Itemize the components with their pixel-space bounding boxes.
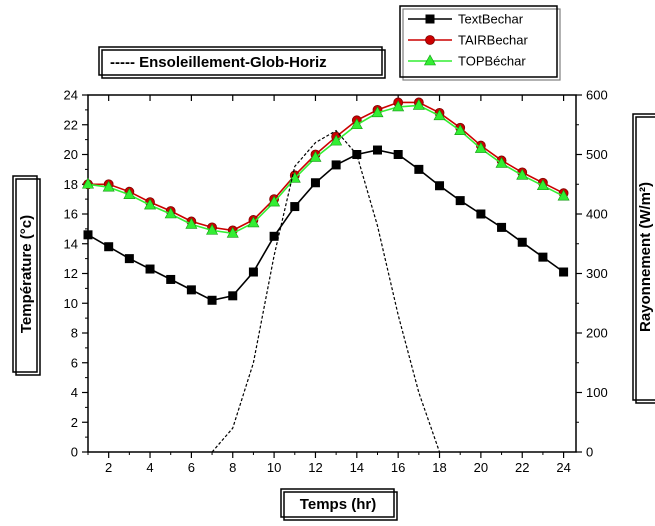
data-point (518, 238, 526, 246)
y-left-tick-label: 16 (64, 207, 78, 222)
series-textbechar (84, 146, 568, 304)
y-left-tick-label: 24 (64, 88, 78, 103)
data-point (146, 265, 154, 273)
data-point (187, 286, 195, 294)
data-point (373, 146, 381, 154)
y-left-tick-label: 6 (71, 355, 78, 370)
y-left-tick-label: 4 (71, 385, 78, 400)
data-point (291, 203, 299, 211)
y-right-tick-label: 300 (586, 266, 608, 281)
data-point (436, 182, 444, 190)
y-right-axis-label: Rayonnement (W/m²) (637, 182, 654, 332)
radiation-legend: ----- Ensoleillement-Glob-Horiz (99, 47, 385, 78)
data-point (229, 292, 237, 300)
legend-label: TOPBéchar (458, 54, 526, 69)
y-right-tick-label: 200 (586, 326, 608, 341)
y-left-axis-label: Température (°c) (18, 215, 35, 333)
y-right-title: Rayonnement (W/m²) (633, 114, 655, 403)
data-point (456, 197, 464, 205)
y-right-tick-label: 100 (586, 385, 608, 400)
y-right-tick-label: 600 (586, 88, 608, 103)
series-ensoleillement-glob-horiz (212, 131, 439, 452)
y-right-tick-label: 500 (586, 147, 608, 162)
data-point (167, 275, 175, 283)
series-line (212, 131, 439, 452)
x-tick-label: 4 (146, 460, 153, 475)
y-left-tick-label: 22 (64, 117, 78, 132)
x-tick-label: 18 (432, 460, 446, 475)
x-tick-label: 20 (474, 460, 488, 475)
y-left-tick-label: 8 (71, 326, 78, 341)
data-point (560, 268, 568, 276)
plot-frame (88, 95, 576, 452)
series-layer (83, 98, 570, 452)
x-title: Temps (hr) (281, 489, 397, 520)
axis-ticks: 2 4 6 8 10 12 14 16 18 20 22 2402468101214161820222… (64, 88, 608, 476)
x-tick-label: 12 (308, 460, 322, 475)
data-point (539, 253, 547, 261)
series-line (88, 105, 564, 233)
x-tick-label: 10 (267, 460, 281, 475)
series-line (88, 150, 564, 300)
y-left-tick-label: 14 (64, 236, 78, 251)
x-tick-label: 14 (350, 460, 364, 475)
data-point (105, 243, 113, 251)
x-tick-label: 6 (188, 460, 195, 475)
y-left-title: Température (°c) (13, 176, 40, 375)
y-right-tick-label: 0 (586, 445, 593, 460)
y-left-tick-label: 0 (71, 445, 78, 460)
data-point (394, 151, 402, 159)
legend-marker (426, 15, 434, 23)
data-point (415, 165, 423, 173)
data-point (332, 161, 340, 169)
y-left-tick-label: 2 (71, 415, 78, 430)
data-point (84, 231, 92, 239)
y-left-tick-label: 12 (64, 266, 78, 281)
y-left-tick-label: 20 (64, 147, 78, 162)
series-line (88, 102, 564, 230)
x-tick-label: 16 (391, 460, 405, 475)
x-tick-label: 2 (105, 460, 112, 475)
data-point (208, 296, 216, 304)
data-point (311, 179, 319, 187)
data-point (125, 255, 133, 263)
series-tairbechar (84, 98, 569, 235)
data-point (270, 232, 278, 240)
x-tick-label: 22 (515, 460, 529, 475)
radiation-legend-label: ----- Ensoleillement-Glob-Horiz (110, 54, 327, 71)
legend: TextBechar TAIRBechar TOPBéchar (400, 6, 560, 80)
series-topb-char (83, 99, 570, 237)
legend-label: TAIRBechar (458, 33, 529, 48)
x-tick-label: 24 (556, 460, 570, 475)
data-point (477, 210, 485, 218)
y-left-tick-label: 10 (64, 296, 78, 311)
y-left-tick-label: 18 (64, 177, 78, 192)
legend-marker (426, 36, 435, 45)
x-axis-label: Temps (hr) (300, 496, 376, 513)
x-tick-label: 8 (229, 460, 236, 475)
data-point (498, 223, 506, 231)
data-point (249, 268, 257, 276)
y-right-tick-label: 400 (586, 207, 608, 222)
legend-label: TextBechar (458, 12, 524, 27)
